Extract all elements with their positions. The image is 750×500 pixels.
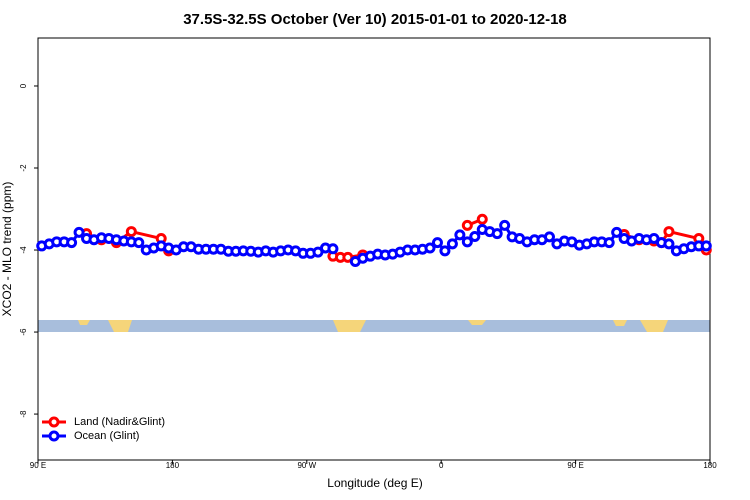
data-point — [499, 219, 511, 231]
data-point — [700, 240, 712, 252]
data-point — [424, 242, 436, 254]
x-tick-label: 90 E — [567, 461, 583, 470]
data-point — [461, 236, 473, 248]
data-point — [469, 230, 481, 242]
legend-label: Ocean (Glint) — [74, 430, 139, 442]
data-point — [66, 237, 78, 249]
map-strip — [38, 320, 710, 332]
y-tick-label: 0 — [19, 83, 28, 88]
data-point — [446, 238, 458, 250]
data-point — [431, 237, 443, 249]
y-tick-label: -8 — [19, 410, 28, 418]
y-tick-label: -4 — [19, 246, 28, 254]
data-point — [454, 229, 466, 241]
x-axis-label: Longitude (deg E) — [327, 476, 422, 490]
data-point — [125, 226, 137, 238]
data-point — [133, 237, 145, 249]
data-point — [491, 228, 503, 240]
data-point — [73, 226, 85, 238]
legend-swatch-point — [48, 430, 60, 442]
y-tick-label: -2 — [19, 164, 28, 172]
data-point — [663, 226, 675, 238]
legend-label: Land (Nadir&Glint) — [74, 416, 165, 428]
data-point — [543, 231, 555, 243]
x-tick-label: 90 E — [30, 461, 46, 470]
data-point — [439, 245, 451, 257]
data-point — [603, 237, 615, 249]
legend-swatch-point — [48, 416, 60, 428]
data-point — [663, 238, 675, 250]
y-axis-label: XCO2 - MLO trend (ppm) — [0, 182, 14, 317]
data-point — [327, 243, 339, 255]
data-point — [461, 219, 473, 231]
y-tick-label: -6 — [19, 328, 28, 336]
x-tick-label: 180 — [703, 461, 717, 470]
data-point — [611, 226, 623, 238]
x-tick-label: 180 — [166, 461, 180, 470]
x-tick-label: 90 W — [297, 461, 316, 470]
plot-frame — [37, 37, 711, 461]
data-point — [476, 213, 488, 225]
x-tick-label: 0 — [439, 461, 444, 470]
chart-title: 37.5S-32.5S October (Ver 10) 2015-01-01 … — [183, 11, 567, 28]
